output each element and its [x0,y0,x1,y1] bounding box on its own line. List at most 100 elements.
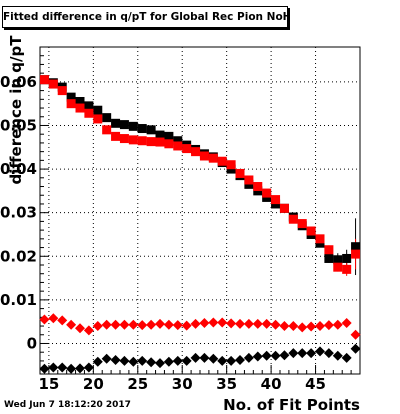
data-point-square [93,114,103,124]
data-point-diamond [297,322,308,333]
data-point-diamond [128,319,139,330]
data-point-diamond [172,355,183,366]
data-point-diamond [226,355,237,366]
data-point-diamond [92,321,103,332]
data-point-square [137,124,147,134]
data-point-diamond [57,315,68,326]
data-point-square [128,135,138,145]
data-point-diamond [270,319,281,330]
data-point-diamond [110,319,121,330]
data-point-diamond [341,317,352,328]
data-point-diamond [92,356,103,367]
data-point-diamond [146,319,157,330]
data-point-square [226,160,236,170]
data-point-diamond [66,363,77,374]
data-point-square [57,86,67,96]
data-point-square [351,242,361,252]
data-point-square [182,144,192,154]
data-point-diamond [137,320,148,331]
data-point-diamond [315,321,325,332]
data-point-diamond [190,318,201,329]
data-point-diamond [163,319,174,330]
tick-labels: 15 20 25 30 35 40 45 0 0.01 0.02 0.03 0.04 0.05 0.06 [0,73,326,393]
data-point-diamond [350,343,361,354]
y-tick-label: 0.02 [0,247,37,265]
data-point-square [351,249,361,259]
data-point-diamond [208,317,219,328]
data-point-square [102,125,112,135]
data-point-square [173,136,183,146]
data-point-diamond [226,318,237,329]
data-point-square [244,175,254,185]
data-point-diamond [155,358,165,369]
data-point-square [191,147,201,157]
data-point-square [75,103,85,113]
data-point-diamond [217,355,228,366]
data-point-square [217,156,227,166]
data-point-diamond [288,321,299,332]
data-point-square [199,151,209,161]
data-point-square [137,136,147,146]
data-point-square [342,264,352,274]
grid-lines [40,47,360,374]
data-point-square [253,182,263,192]
data-point-square [119,134,129,144]
data-point-diamond [279,321,290,332]
data-point-diamond [75,323,85,334]
data-point-diamond [252,318,263,329]
data-point-square [235,168,245,178]
axis-ticks [39,46,361,374]
data-point-diamond [110,355,121,366]
data-point-diamond [128,356,139,367]
data-point-diamond [199,317,210,328]
data-point-square [271,195,281,205]
data-point-diamond [119,319,130,330]
data-point-diamond [235,318,245,329]
data-point-square [39,75,49,85]
data-point-diamond [208,353,219,364]
data-point-square [111,131,121,141]
data-point-diamond [306,348,317,359]
data-point-square [333,255,343,265]
data-point-square [155,137,165,147]
data-point-diamond [288,348,299,359]
data-point-square [306,226,316,236]
data-point-diamond [181,355,192,366]
data-point-square [84,101,94,111]
data-point-diamond [306,321,317,332]
data-point-square [324,253,334,263]
data-point-diamond [119,355,130,366]
data-point-square [297,219,307,229]
x-tick-label: 20 [83,375,104,393]
y-axis-label: difference in q/pT [7,35,25,185]
y-tick-label: 0 [27,334,37,352]
chart-title: Fitted difference in q/pT for Global Rec… [2,6,288,28]
y-tick-label: 0.04 [0,160,37,178]
data-point-diamond [332,319,343,330]
data-point-square [66,92,76,102]
data-point-diamond [315,346,325,357]
data-point-diamond [48,362,59,373]
data-point-diamond [270,350,281,361]
data-point-square [111,118,121,128]
data-point-square [164,131,174,141]
data-point-square [342,253,352,263]
data-markers [39,75,361,374]
y-tick-label: 0.01 [0,291,37,309]
data-point-square [146,125,156,135]
data-point-diamond [323,320,334,331]
x-tick-label: 45 [305,375,326,393]
data-point-diamond [155,318,165,329]
data-point-square [48,79,58,89]
x-tick-label: 40 [261,375,282,393]
data-point-square [146,137,156,147]
data-point-diamond [48,313,59,324]
data-point-diamond [57,362,68,373]
x-tick-label: 15 [38,375,59,393]
data-point-square [262,188,272,198]
data-point-diamond [39,314,50,325]
data-point-square [208,153,218,163]
data-point-square [84,108,94,118]
data-point-square [324,245,334,255]
